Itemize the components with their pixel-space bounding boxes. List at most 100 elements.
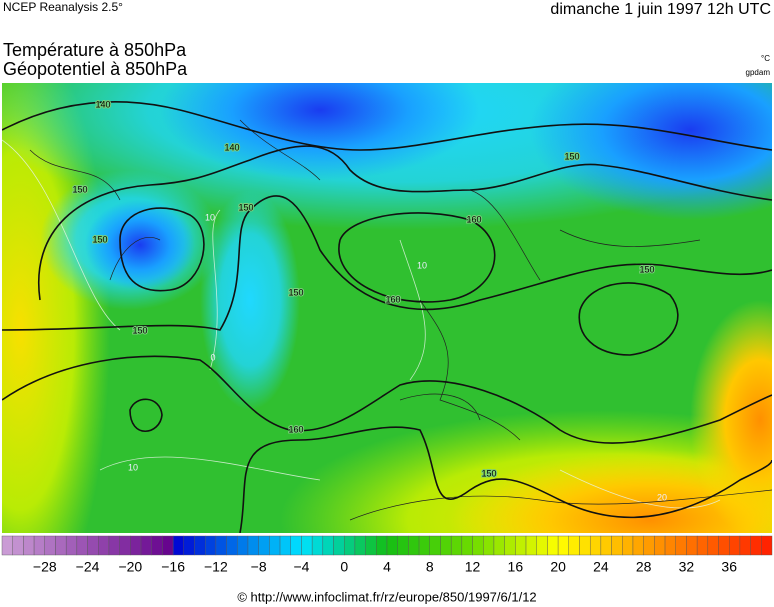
title: Géopotentiel à 850hPa (3, 59, 188, 79)
colorbar-cell (440, 535, 452, 556)
colorbar-cell (600, 535, 612, 556)
colorbar-cell (162, 535, 174, 556)
colorbar-cell (376, 535, 388, 556)
contour-label: 160 (466, 214, 481, 224)
colorbar-tick-label: 20 (550, 559, 566, 575)
colorbar-cell (418, 535, 430, 556)
contour-label: 150 (238, 202, 253, 212)
colorbar-cell (654, 535, 666, 556)
colorbar-cell (194, 535, 206, 556)
colorbar-cell (750, 535, 762, 556)
colorbar-cell (365, 535, 377, 556)
colorbar-cell (664, 535, 676, 556)
colorbar-cell (151, 535, 163, 556)
colorbar-cell (515, 535, 527, 556)
footer: © http://www.infoclimat.fr/rz/europe/850… (237, 589, 536, 604)
colorbar-cell (739, 535, 751, 556)
colorbar-cell (718, 535, 730, 556)
colorbar-tick-label: −4 (293, 559, 309, 575)
contour-label: 150 (564, 151, 579, 161)
title: Température à 850hPa (3, 40, 187, 60)
colorbar-tick-label: 8 (426, 559, 434, 575)
colorbar-cell (632, 535, 644, 556)
colorbar-cell (450, 535, 463, 556)
colorbar-cell (579, 535, 591, 556)
coastline (29, 119, 772, 521)
unit: gpdam (746, 68, 771, 77)
contour-label: 150 (132, 325, 147, 335)
colorbar-cell (311, 535, 324, 556)
colorbar-tick-label: 32 (679, 559, 695, 575)
contour-label: 10 (417, 260, 427, 270)
colorbar-cell (1, 535, 13, 556)
colorbar-cell (344, 535, 356, 556)
colorbar-cell (643, 535, 655, 556)
colorbar-tick-label: −12 (204, 559, 228, 575)
colorbar-cell (172, 535, 185, 556)
colorbar-cell (247, 535, 259, 556)
colorbar-cell (397, 535, 409, 556)
colorbar-cell (55, 535, 67, 556)
cold-area (160, 83, 480, 180)
contour (2, 101, 772, 151)
contour (129, 398, 163, 432)
colorbar-tick-label: −24 (76, 559, 100, 575)
contour-label: 20 (657, 492, 667, 502)
colorbar-cell (461, 535, 473, 556)
colorbar-cell (622, 535, 634, 556)
colorbar-cell (237, 535, 249, 556)
colorbar-cell (119, 535, 131, 556)
cold-area (530, 83, 772, 220)
colorbar-tick-label: 4 (383, 559, 391, 575)
contour-labels: 140 140 150 150 150 150 150 150 160 160 150 160 150 1… (71, 98, 667, 502)
colorbar-cell (761, 535, 773, 556)
colorbar-cell (76, 535, 88, 556)
colorbar-cell (279, 535, 291, 556)
source: NCEP Reanalysis 2.5° (3, 0, 123, 14)
colorbar-cell (408, 535, 420, 556)
colorbar-cell (322, 535, 334, 556)
colorbar-cell (504, 535, 516, 556)
colorbar-cell (675, 535, 687, 556)
colorbar-tick-label: −20 (118, 559, 142, 575)
colorbar-cell (525, 535, 537, 556)
colorbar: −28 −24 −20 −16 −12 −8 −4 0 4 8 12 16 20 24 28 32 36 (1, 535, 773, 575)
contour-label: 10 (205, 212, 215, 222)
contour-label: 150 (288, 287, 303, 297)
colorbar-cell (258, 535, 270, 556)
contour-label: 10 (128, 462, 138, 472)
colorbar-cell (568, 535, 580, 556)
colorbar-cell (547, 535, 559, 556)
contour-label: 150 (481, 468, 496, 478)
colorbar-cell (493, 535, 505, 556)
colorbar-cell (301, 535, 313, 556)
colorbar-cell (611, 535, 623, 556)
colorbar-cell (729, 535, 741, 556)
colorbar-cell (686, 535, 698, 556)
colorbar-cell (65, 535, 78, 556)
contour-label: 160 (288, 424, 303, 434)
colorbar-tick-label: 24 (593, 559, 609, 575)
colorbar-cell (44, 535, 56, 556)
colorbar-cell (140, 535, 152, 556)
warm-area (450, 450, 772, 533)
colorbar-cell (33, 535, 45, 556)
colorbar-cell (215, 535, 227, 556)
colorbar-cell (429, 535, 441, 556)
colorbar-tick-label: 12 (465, 559, 481, 575)
unit: °C (761, 54, 770, 63)
colorbar-tick-label: 28 (636, 559, 652, 575)
colorbar-cell (290, 535, 302, 556)
contour (2, 195, 772, 331)
colorbar-tick-label: 0 (340, 559, 348, 575)
colorbar-cell (204, 535, 217, 556)
contour (119, 207, 205, 292)
colorbar-cell (333, 535, 345, 556)
colorbar-cell (557, 535, 570, 556)
colorbar-cell (589, 535, 602, 556)
contour (2, 355, 772, 444)
colorbar-tick-label: −28 (33, 559, 57, 575)
contour (239, 426, 772, 533)
